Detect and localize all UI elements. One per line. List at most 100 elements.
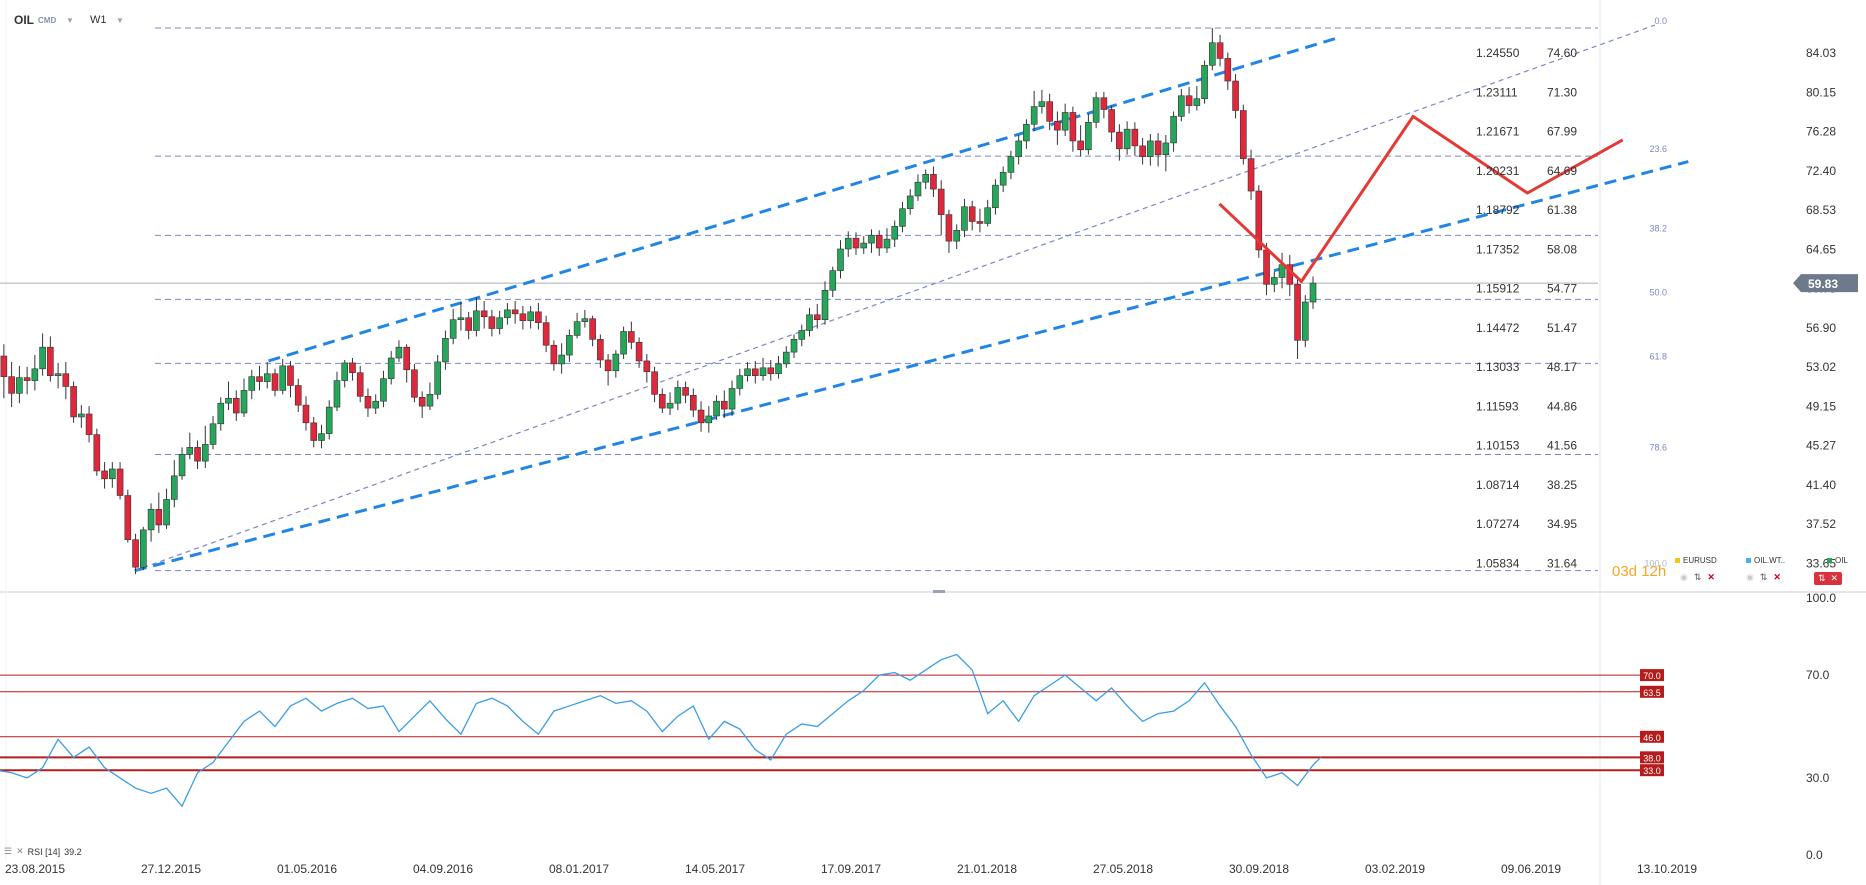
forecast-path[interactable] xyxy=(1218,114,1624,284)
candle-body xyxy=(1309,282,1317,303)
reorder-icon[interactable]: ⇅ xyxy=(1759,572,1768,582)
wti-axis-tick: 67.99 xyxy=(1547,125,1577,139)
candle-body xyxy=(217,402,225,425)
exchange-label: CMD xyxy=(38,15,57,25)
symbol-label[interactable]: OIL xyxy=(14,13,34,27)
x-axis-tick: 08.01.2017 xyxy=(549,862,609,876)
indicator-settings-icon[interactable]: ☰ xyxy=(4,846,13,856)
visibility-icon[interactable]: ◉ xyxy=(1746,572,1754,582)
candle-body xyxy=(1069,112,1077,142)
price-tag: 59.83 xyxy=(1793,274,1858,293)
fib-level-label: 23.6 xyxy=(1649,144,1667,154)
candle-body xyxy=(697,409,705,424)
rsi-indicator-label[interactable]: ☰ ✕ RSI [14] 39.2 xyxy=(4,846,82,857)
rsi-level-value: 46.0 xyxy=(1643,733,1661,743)
candle-body xyxy=(1147,140,1154,157)
remove-icon[interactable]: ✕ xyxy=(1773,572,1781,582)
candle-body xyxy=(170,475,178,500)
legend-item-oil-wti[interactable]: OIL.WT.. xyxy=(1746,556,1785,565)
rsi-level-badge: 70.0 xyxy=(1640,669,1664,682)
symbol-dropdown-icon[interactable]: ▼ xyxy=(66,15,74,25)
candle-body xyxy=(85,413,93,435)
candle-body xyxy=(155,508,163,526)
eurusd-axis-tick: 1.13033 xyxy=(1476,360,1520,374)
rsi-axis-tick: 30.0 xyxy=(1806,771,1830,785)
candle-body xyxy=(1270,277,1278,285)
legend-controls-eurusd: ◉ ⇅ ✕ xyxy=(1680,572,1715,583)
reorder-icon[interactable]: ⇅ xyxy=(1693,572,1702,582)
candle-body xyxy=(287,365,294,386)
candle-body xyxy=(1247,158,1255,192)
rsi-axis-tick: 70.0 xyxy=(1806,668,1830,682)
channel-trendline[interactable] xyxy=(134,160,1689,573)
candle-body xyxy=(906,195,914,210)
candle-body xyxy=(837,248,844,271)
eurusd-axis-tick: 1.17352 xyxy=(1476,242,1520,256)
candle-body xyxy=(651,371,658,395)
candle-body xyxy=(1054,121,1061,131)
rsi-name: RSI [14] xyxy=(27,846,61,857)
candle-body xyxy=(519,313,527,321)
visibility-icon[interactable]: ◉ xyxy=(1680,572,1688,582)
candle-body xyxy=(899,208,906,227)
candle-body xyxy=(356,372,364,397)
candle-body xyxy=(1263,249,1270,285)
rsi-value: 39.2 xyxy=(64,846,82,857)
candle-body xyxy=(659,394,666,409)
rsi-level-badge-bg xyxy=(1640,764,1664,777)
candle-body xyxy=(465,317,472,331)
candle-body xyxy=(891,226,899,240)
wti-axis-tick: 64.69 xyxy=(1547,164,1577,178)
candle-body xyxy=(628,331,635,343)
candle-body xyxy=(1255,190,1263,251)
candle-body xyxy=(473,310,480,331)
fib-level-label: 38.2 xyxy=(1649,223,1667,233)
candle-body xyxy=(62,373,70,387)
candle-body xyxy=(124,495,132,540)
candle-body xyxy=(1108,109,1115,133)
candle-body xyxy=(1232,80,1239,111)
candle-body xyxy=(1185,95,1193,106)
candle-body xyxy=(1154,140,1162,155)
candle-body xyxy=(496,317,503,329)
timeframe-selector[interactable]: W1 xyxy=(90,14,107,26)
candle-body xyxy=(70,386,77,418)
eurusd-axis-tick: 1.14472 xyxy=(1476,321,1520,335)
candle-body xyxy=(558,354,565,365)
x-axis-tick: 14.05.2017 xyxy=(685,862,745,876)
indicator-hide-icon[interactable]: ✕ xyxy=(16,846,24,856)
candle-body xyxy=(310,422,318,441)
candle-body xyxy=(953,230,960,242)
candle-body xyxy=(550,344,558,365)
candle-body xyxy=(1240,110,1247,159)
legend-item-oil[interactable]: OIL xyxy=(1827,556,1848,565)
candle-body xyxy=(1077,140,1084,151)
channel-trendline[interactable] xyxy=(268,36,1339,363)
legend-color-swatch xyxy=(1746,558,1751,563)
oil-axis-tick: 53.02 xyxy=(1806,360,1836,374)
candle-body xyxy=(798,330,806,340)
eurusd-axis-tick: 1.18792 xyxy=(1476,203,1520,217)
legend-color-swatch xyxy=(1827,558,1832,563)
rsi-level-badge: 63.5 xyxy=(1640,685,1664,698)
candle-body xyxy=(736,375,744,389)
candle-body xyxy=(1162,142,1170,155)
remove-icon[interactable]: ✕ xyxy=(1707,572,1715,582)
oil-axis-tick: 56.90 xyxy=(1806,321,1836,335)
candle-body xyxy=(868,234,875,244)
active-series-controls[interactable]: ⇅ ✕ xyxy=(1814,572,1843,585)
price-tag-shape xyxy=(1793,274,1858,293)
pane-resize-handle[interactable] xyxy=(933,590,945,593)
wti-axis-tick: 61.38 xyxy=(1547,203,1577,217)
median-trendline[interactable] xyxy=(134,24,1656,572)
candle-body xyxy=(449,319,457,339)
legend-item-eurusd[interactable]: EURUSD xyxy=(1675,556,1717,565)
candle-body xyxy=(1301,301,1309,341)
candle-body xyxy=(976,221,984,224)
candle-body xyxy=(806,314,813,331)
timeframe-dropdown-icon[interactable]: ▼ xyxy=(116,15,124,25)
rsi-level-badge-bg xyxy=(1640,685,1664,698)
bar-countdown: 03d 12h xyxy=(1612,563,1667,580)
eurusd-axis-tick: 1.21671 xyxy=(1476,125,1520,139)
candle-body xyxy=(93,434,101,472)
